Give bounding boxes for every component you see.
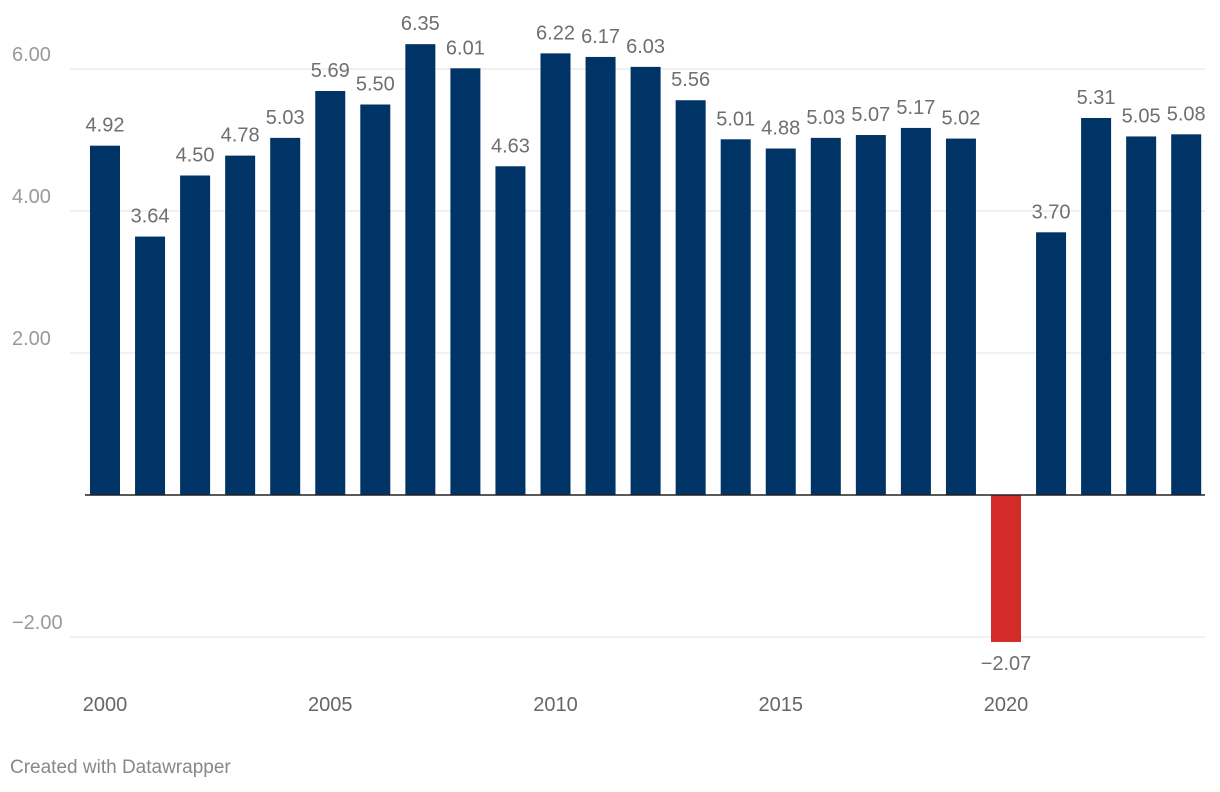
bar-2021 — [1036, 232, 1067, 496]
y-axis-labels: −2.00 2.00 4.00 6.00 — [12, 44, 63, 634]
bar-2008 — [450, 68, 481, 495]
value-label-2005: 5.69 — [311, 60, 350, 82]
value-label-2012: 6.03 — [626, 36, 665, 58]
bar-2023 — [1126, 136, 1157, 495]
bar-2017 — [855, 135, 886, 495]
y-tick-label: 4.00 — [12, 186, 51, 208]
value-label-2007: 6.35 — [401, 13, 440, 35]
bar-2024 — [1171, 134, 1202, 495]
value-label-2002: 4.50 — [176, 145, 215, 167]
value-label-2009: 4.63 — [491, 135, 530, 157]
bar-2004 — [270, 137, 301, 495]
bar-2002 — [180, 175, 211, 495]
bar-2019 — [945, 138, 976, 495]
value-label-2016: 5.03 — [806, 107, 845, 129]
bar-2007 — [405, 44, 436, 496]
y-tick-label: −2.00 — [12, 612, 63, 634]
y-tick-label: 6.00 — [12, 44, 51, 66]
bar-2005 — [315, 91, 346, 495]
y-tick-label: 2.00 — [12, 328, 51, 350]
value-label-2015: 4.88 — [761, 118, 800, 140]
bar-2010 — [540, 53, 571, 495]
bar-2022 — [1081, 117, 1112, 496]
bar-2018 — [900, 127, 931, 496]
x-tick-label: 2005 — [308, 694, 353, 716]
bar-2000 — [90, 145, 120, 495]
value-label-2006: 5.50 — [356, 74, 395, 96]
bar-2006 — [360, 104, 391, 495]
value-label-2010: 6.22 — [536, 22, 575, 44]
value-label-2004: 5.03 — [266, 107, 305, 129]
value-label-2023: 5.05 — [1122, 105, 1161, 127]
bar-2015 — [765, 148, 796, 495]
x-tick-label: 2015 — [759, 694, 804, 716]
value-label-2000: 4.92 — [86, 115, 125, 137]
bar-2009 — [495, 166, 526, 495]
x-tick-label: 2020 — [984, 694, 1029, 716]
value-labels: 4.92 3.64 4.50 4.78 5.03 5.69 5.50 6.35 6.01 4.63… — [86, 13, 1206, 675]
value-label-2008: 6.01 — [446, 37, 485, 59]
bars — [90, 44, 1202, 642]
value-label-2022: 5.31 — [1077, 87, 1116, 109]
bar-2011 — [585, 56, 616, 496]
value-label-2014: 5.01 — [716, 108, 755, 130]
x-tick-label: 2000 — [83, 694, 128, 716]
bar-2012 — [630, 66, 661, 496]
bar-chart: −2.00 2.00 4.00 6.00 4.92 3.64 4.50 4.78 5.03 5.… — [12, 13, 1206, 716]
bar-2020 — [991, 495, 1021, 642]
value-label-2013: 5.56 — [671, 69, 710, 91]
bar-2003 — [225, 155, 256, 495]
bar-2013 — [675, 100, 706, 496]
value-label-2011: 6.17 — [581, 26, 620, 48]
value-label-2021: 3.70 — [1032, 201, 1071, 223]
value-label-2019: 5.02 — [941, 108, 980, 130]
bar-2001 — [135, 236, 166, 495]
bar-2016 — [810, 137, 841, 495]
x-tick-label: 2010 — [533, 694, 578, 716]
value-label-2001: 3.64 — [131, 206, 170, 228]
value-label-2003: 4.78 — [221, 125, 260, 147]
bar-2014 — [720, 139, 751, 496]
datawrapper-credit: Created with Datawrapper — [10, 757, 231, 778]
value-label-2017: 5.07 — [851, 104, 890, 126]
value-label-2024: 5.08 — [1167, 103, 1206, 125]
value-label-2020: −2.07 — [981, 653, 1032, 675]
x-axis-labels: 2000 2005 2010 2015 2020 — [83, 694, 1029, 716]
value-label-2018: 5.17 — [896, 97, 935, 119]
